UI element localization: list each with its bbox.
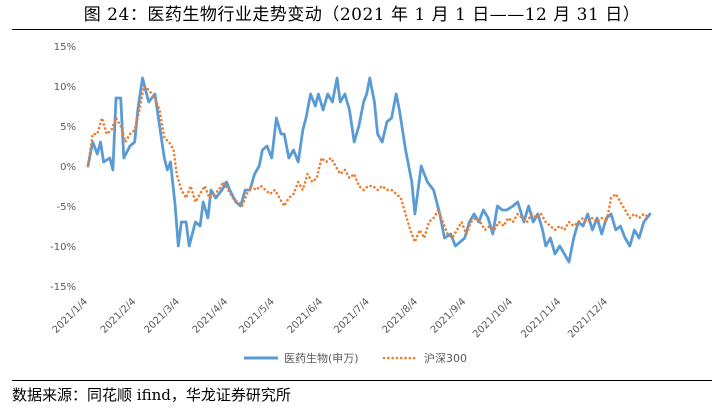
x-tick-label: 2021/5/4 xyxy=(237,296,277,336)
x-tick-label: 2021/8/4 xyxy=(381,296,421,336)
series-line-pharma xyxy=(86,76,652,264)
x-tick-label: 2021/4/4 xyxy=(191,296,231,336)
x-tick-label: 2021/12/4 xyxy=(566,296,610,340)
source-note: 数据来源：同花顺 ifind，华龙证券研究所 xyxy=(12,386,291,404)
y-tick-label: 0% xyxy=(60,162,76,173)
x-tick-label: 2021/11/4 xyxy=(519,296,563,340)
y-tick-label: 10% xyxy=(54,82,76,93)
title-divider xyxy=(12,29,712,30)
x-tick-label: 2021/10/4 xyxy=(471,296,515,340)
source-divider xyxy=(12,380,712,381)
series-line-csi300 xyxy=(86,84,652,244)
x-tick-label: 2021/7/4 xyxy=(332,296,372,336)
chart-title: 图 24：医药生物行业走势变动（2021 年 1 月 1 日——12 月 31 … xyxy=(83,5,641,25)
x-tick-label: 2021/2/4 xyxy=(99,296,139,336)
legend-label-csi300: 沪深300 xyxy=(424,351,467,365)
y-tick-label: 15% xyxy=(54,42,76,53)
x-tick-label: 2021/3/4 xyxy=(142,296,182,336)
y-tick-label: -5% xyxy=(57,202,76,213)
x-axis: 2021/1/4 2021/2/4 2021/3/4 2021/4/4 2021/5/4… xyxy=(51,296,611,340)
x-tick-label: 2021/6/4 xyxy=(286,296,326,336)
series-layer xyxy=(86,76,652,264)
x-tick-label: 2021/1/4 xyxy=(51,296,91,336)
legend: 医药生物(申万) 沪深300 xyxy=(244,351,467,365)
y-axis: 15% 10% 5% 0% -5% -10% -15% xyxy=(50,42,76,293)
y-tick-label: -10% xyxy=(50,242,76,253)
line-chart: 15%10%5%0%-5%-10%-15% 2021/1/4 2021/2/4 20… xyxy=(50,42,652,365)
x-tick-label: 2021/9/4 xyxy=(429,296,469,336)
y-tick-label: 5% xyxy=(60,122,76,133)
legend-label-pharma: 医药生物(申万) xyxy=(284,351,359,365)
y-tick-label: -15% xyxy=(50,282,76,293)
